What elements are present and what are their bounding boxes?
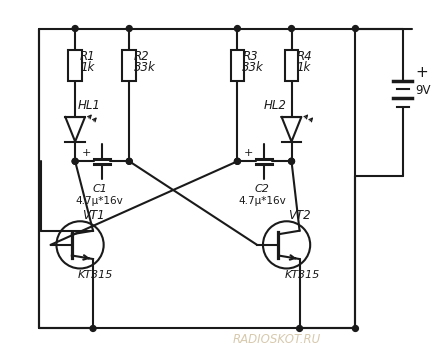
Circle shape xyxy=(126,26,132,31)
Circle shape xyxy=(72,26,78,31)
Text: KT315: KT315 xyxy=(78,270,113,281)
Text: +: + xyxy=(415,65,428,80)
Circle shape xyxy=(352,325,358,331)
FancyBboxPatch shape xyxy=(230,49,244,81)
Text: R1: R1 xyxy=(80,49,95,63)
Text: 33k: 33k xyxy=(134,61,156,74)
Circle shape xyxy=(234,158,240,164)
Circle shape xyxy=(289,158,294,164)
Circle shape xyxy=(234,26,240,31)
Text: KT315: KT315 xyxy=(285,270,320,281)
Text: 33k: 33k xyxy=(242,61,264,74)
Text: 1k: 1k xyxy=(296,61,311,74)
Text: R2: R2 xyxy=(134,49,150,63)
Circle shape xyxy=(126,158,132,164)
Text: HL2: HL2 xyxy=(264,99,287,112)
Circle shape xyxy=(352,26,358,31)
Text: VT2: VT2 xyxy=(289,209,311,222)
Text: +: + xyxy=(82,148,91,158)
Text: 4.7μ*16v: 4.7μ*16v xyxy=(76,195,124,206)
Circle shape xyxy=(90,325,96,331)
Circle shape xyxy=(126,158,132,164)
Text: 1k: 1k xyxy=(80,61,94,74)
Text: C1: C1 xyxy=(92,184,107,194)
Text: C2: C2 xyxy=(255,184,270,194)
Text: RADIOSKOT.RU: RADIOSKOT.RU xyxy=(233,333,321,346)
Text: 9V: 9V xyxy=(415,84,431,97)
Polygon shape xyxy=(65,117,85,142)
Circle shape xyxy=(289,26,294,31)
Polygon shape xyxy=(282,117,301,142)
Circle shape xyxy=(296,325,302,331)
Text: +: + xyxy=(244,148,253,158)
Text: R4: R4 xyxy=(296,49,312,63)
FancyBboxPatch shape xyxy=(285,49,299,81)
FancyBboxPatch shape xyxy=(68,49,82,81)
Circle shape xyxy=(234,158,240,164)
Circle shape xyxy=(72,158,78,164)
Circle shape xyxy=(72,158,78,164)
Text: VT1: VT1 xyxy=(82,209,105,222)
FancyBboxPatch shape xyxy=(122,49,136,81)
Text: 4.7μ*16v: 4.7μ*16v xyxy=(238,195,286,206)
Text: HL1: HL1 xyxy=(78,99,101,112)
Circle shape xyxy=(289,158,294,164)
Text: R3: R3 xyxy=(242,49,258,63)
